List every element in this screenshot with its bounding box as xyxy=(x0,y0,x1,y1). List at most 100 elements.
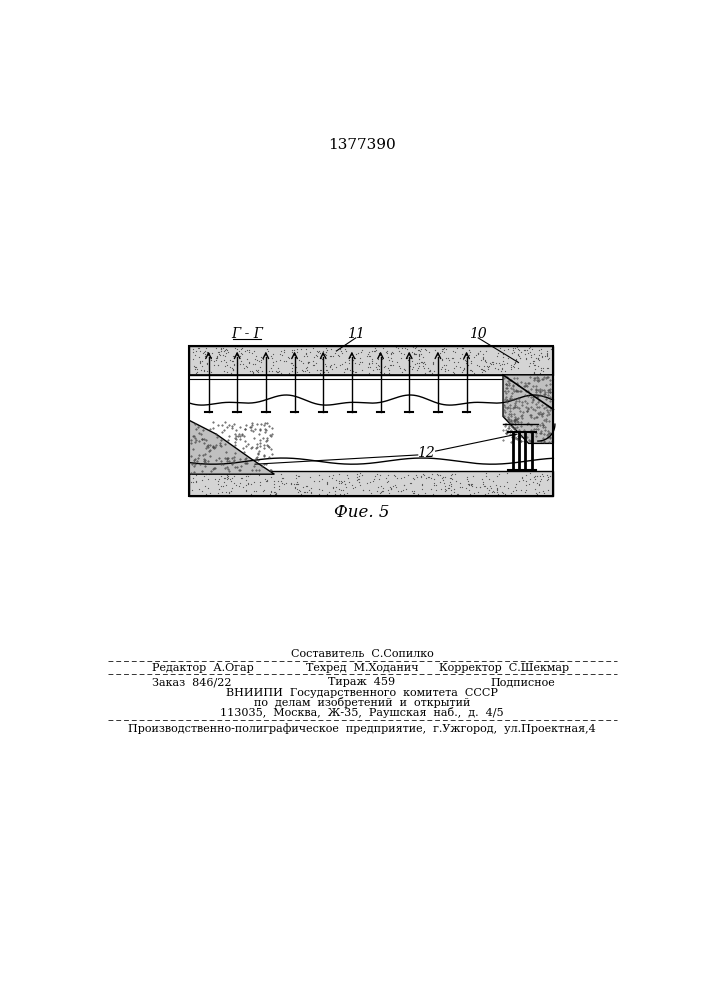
Point xyxy=(187,482,198,498)
Point xyxy=(531,468,542,484)
Point xyxy=(361,475,373,491)
Point xyxy=(460,353,472,369)
Point xyxy=(353,471,364,487)
Point xyxy=(542,351,554,367)
Point xyxy=(385,479,396,495)
Point xyxy=(257,483,269,499)
Point xyxy=(295,483,306,499)
Point xyxy=(363,359,374,375)
Point xyxy=(477,364,488,380)
Point xyxy=(198,468,209,484)
Text: 1377390: 1377390 xyxy=(328,138,396,152)
Point xyxy=(194,481,205,497)
Point xyxy=(339,354,351,370)
Point xyxy=(405,349,416,365)
Point xyxy=(464,342,475,358)
Point xyxy=(479,358,490,374)
Point xyxy=(513,348,525,364)
Point xyxy=(235,341,247,357)
Point xyxy=(544,468,556,484)
Point xyxy=(471,357,482,373)
Point xyxy=(212,350,223,366)
Point xyxy=(440,481,451,497)
Point xyxy=(435,467,446,483)
Point xyxy=(370,343,381,359)
Point xyxy=(385,357,396,373)
Point xyxy=(462,473,474,489)
Point xyxy=(428,471,440,487)
Point xyxy=(211,340,222,356)
Point xyxy=(385,345,397,361)
Point xyxy=(474,479,486,495)
Point xyxy=(314,343,325,359)
Point xyxy=(288,345,299,361)
Point xyxy=(448,360,460,376)
Text: Г - Г: Г - Г xyxy=(231,327,263,341)
Point xyxy=(241,351,252,367)
Point xyxy=(190,365,201,381)
Point xyxy=(316,482,327,498)
Point xyxy=(493,361,504,377)
Point xyxy=(415,346,426,362)
Point xyxy=(267,354,279,370)
Point xyxy=(440,357,452,373)
Point xyxy=(470,347,481,363)
Point xyxy=(448,481,460,497)
Point xyxy=(274,478,285,494)
Point xyxy=(189,347,201,363)
Point xyxy=(265,360,276,376)
Point xyxy=(542,360,553,376)
Point xyxy=(247,365,259,381)
Point xyxy=(428,356,439,372)
Point xyxy=(502,480,513,496)
Point xyxy=(287,357,298,373)
Point xyxy=(415,354,426,370)
Point xyxy=(482,358,493,374)
Point xyxy=(501,465,513,481)
Point xyxy=(312,343,323,359)
Point xyxy=(257,363,268,379)
Point xyxy=(204,466,215,482)
Point xyxy=(378,359,390,375)
Point xyxy=(414,346,425,362)
Point xyxy=(279,342,290,358)
Point xyxy=(410,346,421,362)
Point xyxy=(464,486,475,502)
Point xyxy=(219,358,230,374)
Point xyxy=(245,486,256,502)
Point xyxy=(497,361,508,377)
Point xyxy=(450,358,462,374)
Point xyxy=(510,352,522,368)
Point xyxy=(397,340,408,356)
Point xyxy=(276,347,287,363)
Point xyxy=(272,364,284,380)
Point xyxy=(481,343,492,359)
Point xyxy=(291,470,302,486)
Text: 10: 10 xyxy=(469,327,487,341)
Point xyxy=(201,340,212,356)
Point xyxy=(534,468,546,484)
Point xyxy=(399,477,410,493)
Point xyxy=(457,351,469,367)
Point xyxy=(276,466,287,482)
Point xyxy=(528,357,539,373)
Point xyxy=(292,484,303,500)
Point xyxy=(526,341,537,357)
Point xyxy=(477,474,489,490)
Point xyxy=(426,466,438,482)
Point xyxy=(274,352,286,368)
Point xyxy=(370,355,382,371)
Point xyxy=(246,345,257,361)
Point xyxy=(200,346,211,362)
Point xyxy=(192,364,203,380)
Point xyxy=(247,356,259,372)
Point xyxy=(264,486,275,502)
Point xyxy=(290,359,301,375)
Point xyxy=(356,342,368,358)
Point xyxy=(373,361,384,377)
Text: 11: 11 xyxy=(347,327,365,341)
Point xyxy=(438,475,449,491)
Point xyxy=(411,469,423,485)
Point xyxy=(235,356,246,372)
Point xyxy=(364,474,375,490)
